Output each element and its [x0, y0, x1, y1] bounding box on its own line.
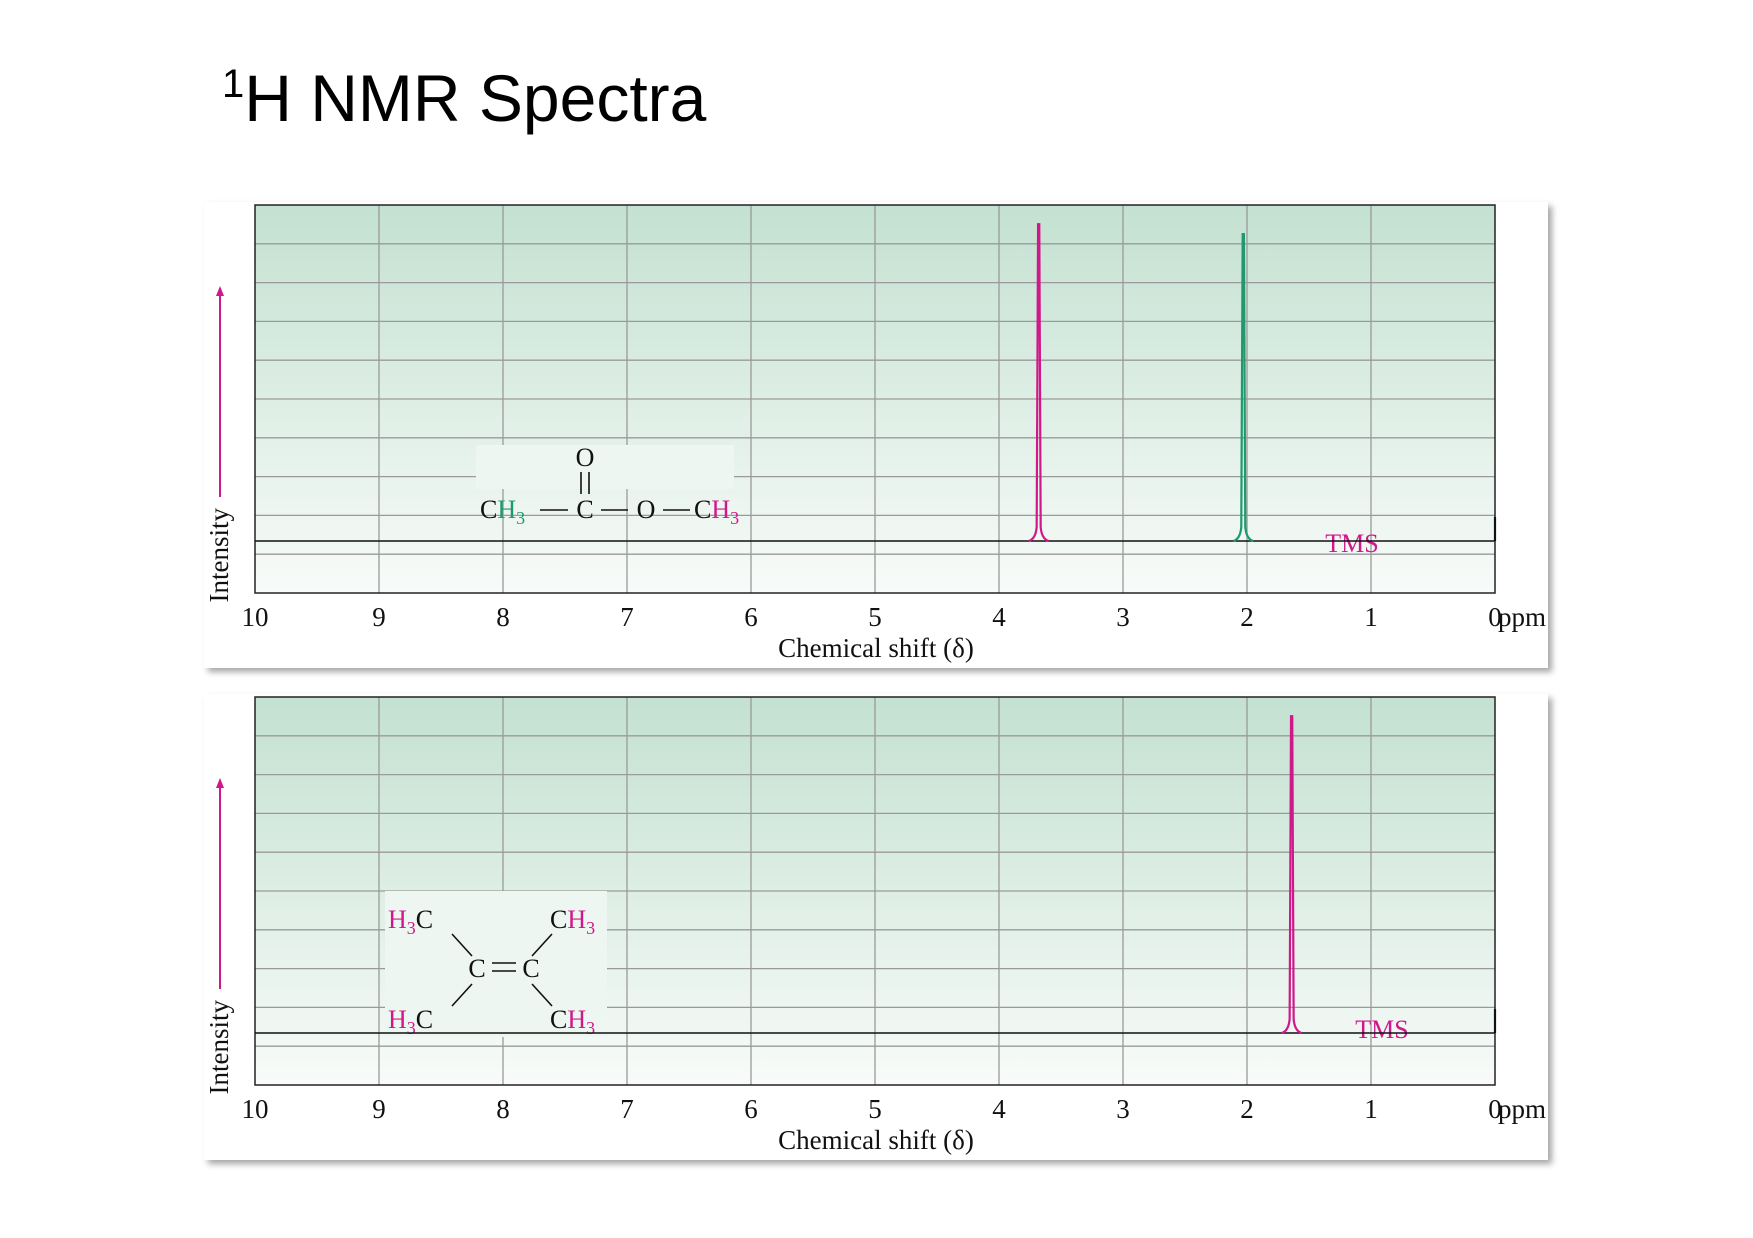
spectrum-trace — [255, 715, 1497, 1035]
x-tick-label: 8 — [496, 1094, 510, 1124]
x-tick-label: 9 — [372, 1094, 386, 1124]
x-tick-label: 0 — [1488, 1094, 1502, 1124]
h3c-bottom-h: H — [388, 1005, 407, 1034]
h3c-bottom-sub: 3 — [407, 1018, 416, 1038]
spectrum-panel-1: Intensity 10 9 8 7 6 5 4 3 2 1 0 ppm Chemical shif… — [204, 202, 1548, 668]
molecule-background — [385, 891, 607, 1037]
intensity-axis: Intensity — [204, 286, 234, 603]
x-tick-label: 4 — [992, 602, 1006, 632]
ch3-left-sub: 3 — [516, 508, 525, 528]
h3c-top-left: H3C — [388, 905, 433, 938]
x-tick-label: 1 — [1364, 602, 1378, 632]
spectrum-chart-1: Intensity 10 9 8 7 6 5 4 3 2 1 0 ppm Chemical shif… — [204, 204, 1546, 663]
bond-top-left — [451, 933, 473, 957]
x-tick-label: 5 — [868, 1094, 882, 1124]
ch3-top-h: H — [567, 905, 586, 934]
x-tick-label: 10 — [242, 602, 269, 632]
x-tick-label: 4 — [992, 1094, 1006, 1124]
x-tick-label: 1 — [1364, 1094, 1378, 1124]
x-unit-label: ppm — [1498, 602, 1546, 632]
h3c-top-sub: 3 — [407, 918, 416, 938]
ch3-right-sub: 3 — [730, 508, 739, 528]
x-tick-label: 7 — [620, 1094, 634, 1124]
x-tick-label: 10 — [242, 1094, 269, 1124]
intensity-arrow-head — [216, 778, 224, 788]
grid-lines — [255, 205, 1495, 593]
bond-top-right — [531, 933, 553, 957]
x-tick-label: 6 — [744, 1094, 758, 1124]
spectrum-chart-2: Intensity 10 9 8 7 6 5 4 3 2 1 0 ppm Chemical shif… — [204, 696, 1546, 1155]
peak — [1028, 223, 1050, 543]
alkene-carbon-right: C — [522, 954, 539, 983]
plot-frame — [254, 204, 1496, 594]
x-tick-label: 2 — [1240, 602, 1254, 632]
plot-frame — [254, 696, 1496, 1086]
spectrum-trace — [255, 223, 1497, 543]
x-tick-label: 3 — [1116, 1094, 1130, 1124]
spectrum-panel-2: Intensity 10 9 8 7 6 5 4 3 2 1 0 ppm Chemical shif… — [204, 694, 1548, 1160]
x-tick-labels: 10 9 8 7 6 5 4 3 2 1 0 — [242, 602, 1502, 632]
tms-label: TMS — [1325, 529, 1378, 558]
x-tick-label: 6 — [744, 602, 758, 632]
intensity-axis: Intensity — [204, 778, 234, 1095]
ch3-top-right: CH3 — [550, 905, 595, 938]
y-axis-label: Intensity — [204, 508, 234, 603]
x-tick-label: 0 — [1488, 602, 1502, 632]
slide-title: 1H NMR Spectra — [222, 60, 706, 136]
ch3-left: CH3 — [480, 495, 525, 528]
bond-bottom-right — [531, 983, 553, 1007]
x-unit-label: ppm — [1498, 1094, 1546, 1124]
peak — [1281, 715, 1303, 1035]
ester-oxygen: O — [637, 495, 656, 524]
alkene-carbon-left: C — [468, 954, 485, 983]
molecule-tetramethylethylene: H3C CH3 C C H3C CH3 — [385, 891, 607, 1038]
x-tick-label: 9 — [372, 602, 386, 632]
molecule-methyl-acetate: O CH3 C O CH3 — [476, 443, 739, 528]
ch3-bottom-h: H — [567, 1005, 586, 1034]
ch3-right: CH3 — [694, 495, 739, 528]
ch3-top-sub: 3 — [586, 918, 595, 938]
x-tick-label: 3 — [1116, 602, 1130, 632]
peak — [1232, 233, 1254, 543]
x-axis-label: Chemical shift (δ) — [778, 1125, 974, 1155]
tms-label: TMS — [1355, 1015, 1408, 1044]
ch3-bottom-c: C — [550, 1005, 567, 1034]
carbonyl-carbon: C — [576, 495, 593, 524]
ch3-top-c: C — [550, 905, 567, 934]
title-text: H NMR Spectra — [244, 61, 707, 135]
ch3-right-h: H — [711, 495, 730, 524]
ch3-bottom-sub: 3 — [586, 1018, 595, 1038]
h3c-top-c: C — [416, 905, 433, 934]
y-axis-label: Intensity — [204, 1000, 234, 1095]
molecule-background — [476, 445, 734, 489]
x-tick-label: 8 — [496, 602, 510, 632]
ch3-bottom-right: CH3 — [550, 1005, 595, 1038]
bond-bottom-left — [451, 983, 473, 1007]
h3c-bottom-c: C — [416, 1005, 433, 1034]
x-tick-labels: 10 9 8 7 6 5 4 3 2 1 0 — [242, 1094, 1502, 1124]
ch3-right-c: C — [694, 495, 711, 524]
x-axis-label: Chemical shift (δ) — [778, 633, 974, 663]
x-tick-label: 2 — [1240, 1094, 1254, 1124]
grid-lines — [255, 697, 1495, 1085]
title-superscript: 1 — [222, 62, 245, 106]
ch3-left-c: C — [480, 495, 497, 524]
h3c-bottom-left: H3C — [388, 1005, 433, 1038]
intensity-arrow-head — [216, 286, 224, 296]
x-tick-label: 5 — [868, 602, 882, 632]
x-tick-label: 7 — [620, 602, 634, 632]
carbonyl-oxygen: O — [576, 443, 595, 472]
h3c-top-h: H — [388, 905, 407, 934]
ch3-left-h: H — [497, 495, 516, 524]
